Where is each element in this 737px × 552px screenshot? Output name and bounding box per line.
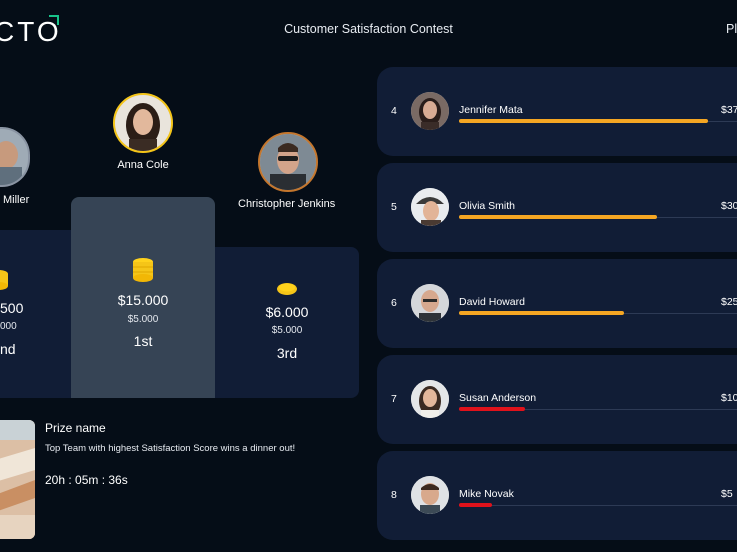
avatar xyxy=(411,188,449,226)
prize-countdown-timer: 20h : 05m : 36s xyxy=(45,473,128,487)
leaderboard-row[interactable]: 8 Mike Novak $5 xyxy=(377,451,737,540)
avatar xyxy=(411,284,449,322)
second-place-name: Miller xyxy=(3,194,30,206)
progress-fill xyxy=(459,311,624,315)
first-place-amount: $15.000 xyxy=(117,292,169,308)
podium-third-block: $6.000 $5.000 3rd xyxy=(215,247,359,398)
leaderboard-row[interactable]: 7 Susan Anderson $10 xyxy=(377,355,737,444)
first-place-rank: 1st xyxy=(133,333,153,349)
coin-stack-icon xyxy=(0,270,8,290)
row-rank: 4 xyxy=(391,105,397,117)
row-amount: $37 xyxy=(721,104,737,116)
row-name: David Howard xyxy=(459,296,525,308)
top-right-label[interactable]: Pl xyxy=(726,22,737,36)
row-rank: 6 xyxy=(391,297,397,309)
progress-track xyxy=(459,409,737,410)
row-amount: $30 xyxy=(721,200,737,212)
progress-fill xyxy=(459,503,492,507)
avatar xyxy=(411,92,449,130)
row-name: Jennifer Mata xyxy=(459,104,523,116)
row-name: Olivia Smith xyxy=(459,200,516,212)
second-place-sub-amount: 000 xyxy=(0,321,17,332)
first-place-sub-amount: $5.000 xyxy=(127,314,159,325)
avatar-first-place xyxy=(113,93,173,153)
row-amount: $5 xyxy=(721,488,733,500)
coin-icon xyxy=(277,283,297,295)
logo-mark-icon xyxy=(49,15,59,25)
avatar-second-place xyxy=(0,127,30,187)
second-place-rank: nd xyxy=(0,341,16,357)
prize-description: Top Team with highest Satisfaction Score… xyxy=(45,443,296,454)
leaderboard-row[interactable]: 4 Jennifer Mata $37 xyxy=(377,67,737,156)
avatar xyxy=(411,476,449,514)
third-place-amount: $6.000 xyxy=(265,304,309,320)
row-amount: $25 xyxy=(721,296,737,308)
podium-first-block: $15.000 $5.000 1st xyxy=(71,197,215,398)
brand-logo: CTO xyxy=(0,16,62,47)
row-rank: 5 xyxy=(391,201,397,213)
leaderboard-row[interactable]: 6 David Howard $25 xyxy=(377,259,737,348)
prize-image xyxy=(0,420,35,539)
avatar-third-place xyxy=(258,132,318,192)
progress-fill xyxy=(459,215,657,219)
podium-second-block: 500 000 nd xyxy=(0,230,72,398)
avatar xyxy=(411,380,449,418)
progress-track xyxy=(459,505,737,506)
progress-fill xyxy=(459,407,525,411)
leaderboard-row[interactable]: 5 Olivia Smith $30 xyxy=(377,163,737,252)
row-rank: 7 xyxy=(391,393,397,405)
prize-title: Prize name xyxy=(45,421,106,435)
coin-stack-icon xyxy=(133,258,153,282)
row-rank: 8 xyxy=(391,489,397,501)
page-title: Customer Satisfaction Contest xyxy=(284,22,453,36)
progress-fill xyxy=(459,119,708,123)
second-place-amount: 500 xyxy=(0,300,24,316)
third-place-sub-amount: $5.000 xyxy=(271,325,303,336)
third-place-rank: 3rd xyxy=(276,345,298,361)
third-place-name: Christopher Jenkins xyxy=(238,198,336,210)
first-place-name: Anna Cole xyxy=(117,159,169,171)
row-name: Susan Anderson xyxy=(459,392,537,404)
row-amount: $10 xyxy=(721,392,737,404)
row-name: Mike Novak xyxy=(459,488,514,500)
